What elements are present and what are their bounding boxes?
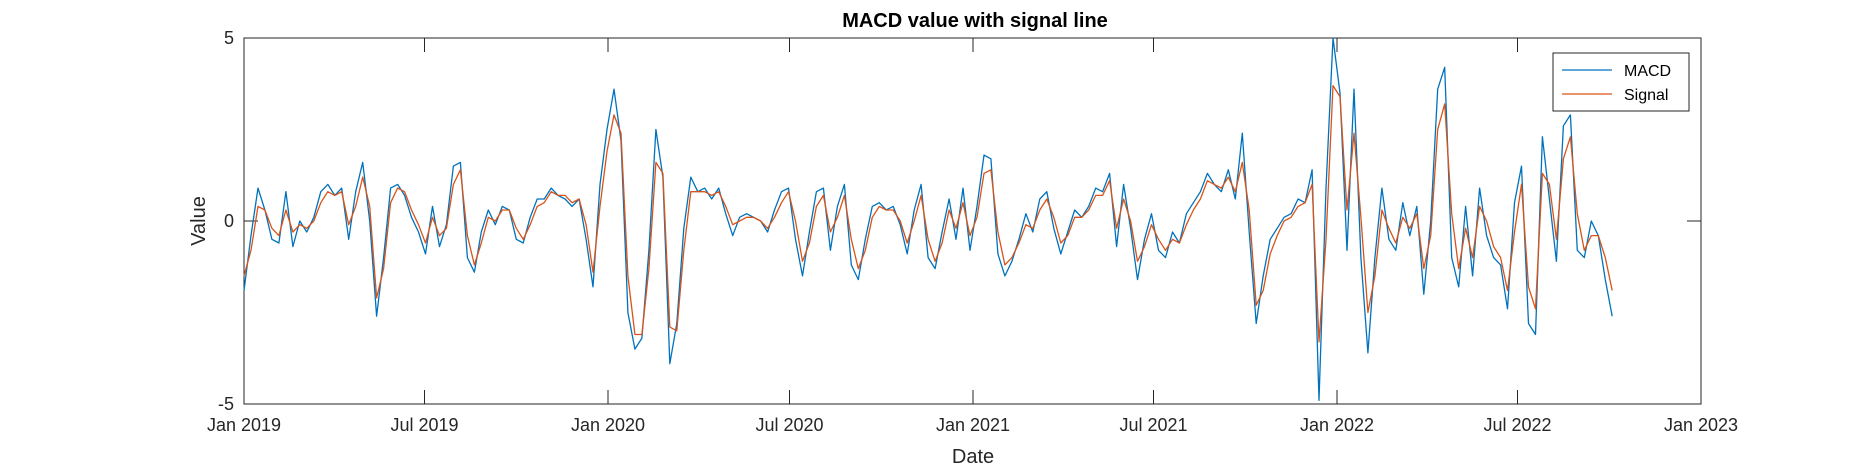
x-tick-label: Jan 2021 (936, 415, 1010, 435)
y-tick-label: 0 (224, 211, 234, 231)
legend: MACD Signal (1552, 52, 1690, 112)
x-tick-label: Jan 2022 (1300, 415, 1374, 435)
y-axis: -5 0 5 (218, 28, 1701, 414)
legend-box (1552, 52, 1690, 112)
legend-label-signal: Signal (1624, 87, 1668, 104)
x-tick-label: Jan 2020 (571, 415, 645, 435)
x-tick-label: Jan 2023 (1664, 415, 1738, 435)
series-line-signal (243, 84, 1613, 343)
x-tick-label: Jul 2019 (390, 415, 458, 435)
x-tick-label: Jul 2021 (1119, 415, 1187, 435)
y-tick-label: -5 (218, 394, 234, 414)
x-axis-label: Date (952, 446, 994, 468)
axes-box (243, 37, 1702, 405)
series-lines (243, 37, 1613, 401)
y-axis-label: Value (188, 196, 210, 246)
x-tick-label: Jul 2020 (755, 415, 823, 435)
y-tick-label: 5 (224, 28, 234, 48)
x-tick-label: Jan 2019 (207, 415, 281, 435)
plot-area: Jan 2019 Jul 2019 Jan 2020 Jul 2020 Jan 2021… (207, 28, 1738, 435)
chart-title: MACD value with signal line (842, 10, 1108, 32)
legend-label-macd: MACD (1624, 63, 1671, 80)
x-tick-label: Jul 2022 (1483, 415, 1551, 435)
x-axis: Jan 2019 Jul 2019 Jan 2020 Jul 2020 Jan 2021… (207, 38, 1738, 435)
series-line-macd (243, 37, 1613, 401)
